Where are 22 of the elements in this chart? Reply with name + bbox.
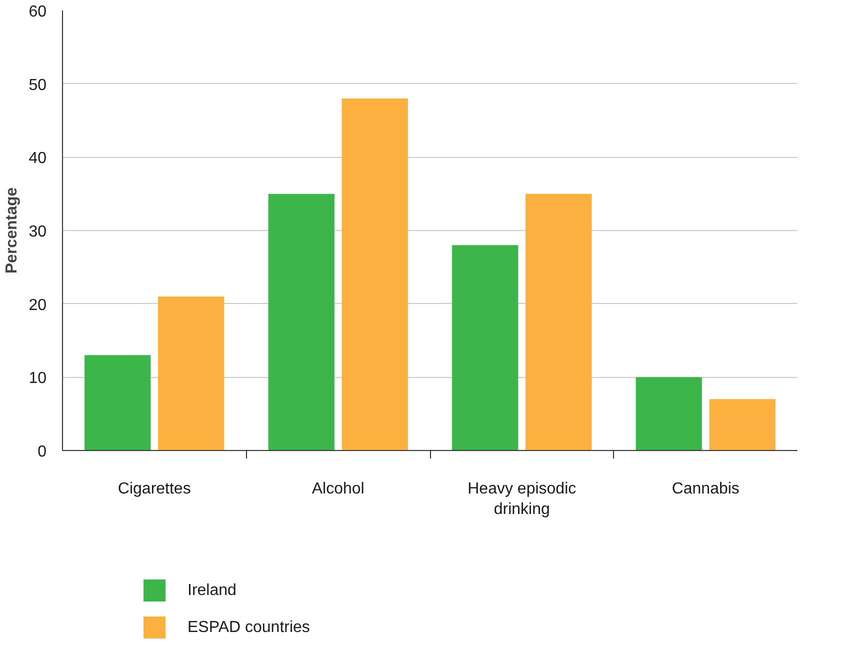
bar [342,98,408,450]
y-tick-label: 0 [38,444,47,460]
bar [452,245,518,450]
y-tick-label: 30 [28,224,47,240]
legend-label: Ireland [188,582,236,599]
bar [158,296,224,450]
y-tick-label: 50 [28,76,47,94]
x-tick-label: Alcohol [312,480,364,498]
y-tick-label: 40 [28,150,47,168]
x-tick-label: Heavy episodic drinking [468,480,576,518]
bar [84,355,151,450]
y-tick-label: 60 [28,4,47,20]
y-tick-label: 10 [28,370,47,388]
y-tick-label: 20 [28,296,47,314]
bar [526,194,592,450]
x-tick-label: Cannabis [672,480,740,498]
bar [636,377,702,450]
legend-label: ESPAD countries [188,619,310,636]
bar [268,194,334,450]
bar [709,399,776,450]
y-axis-title: Percentage [4,187,21,274]
x-tick-label: Cigarettes [118,480,191,498]
